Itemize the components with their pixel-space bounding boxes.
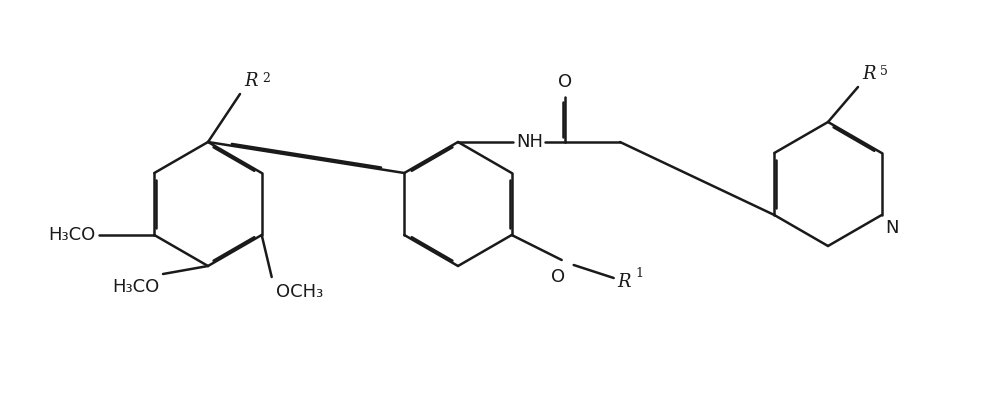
Text: N: N [886, 219, 899, 237]
Text: R: R [862, 65, 876, 83]
Text: 5: 5 [880, 65, 888, 78]
Text: O: O [558, 73, 572, 91]
Text: H₃CO: H₃CO [112, 278, 159, 296]
Text: NH: NH [516, 133, 543, 151]
Text: R: R [618, 273, 631, 291]
Text: OCH₃: OCH₃ [276, 283, 323, 301]
Text: O: O [551, 268, 565, 286]
Text: R: R [244, 72, 258, 90]
Text: H₃CO: H₃CO [48, 226, 95, 244]
Text: 2: 2 [262, 72, 270, 85]
Text: 1: 1 [636, 267, 644, 280]
